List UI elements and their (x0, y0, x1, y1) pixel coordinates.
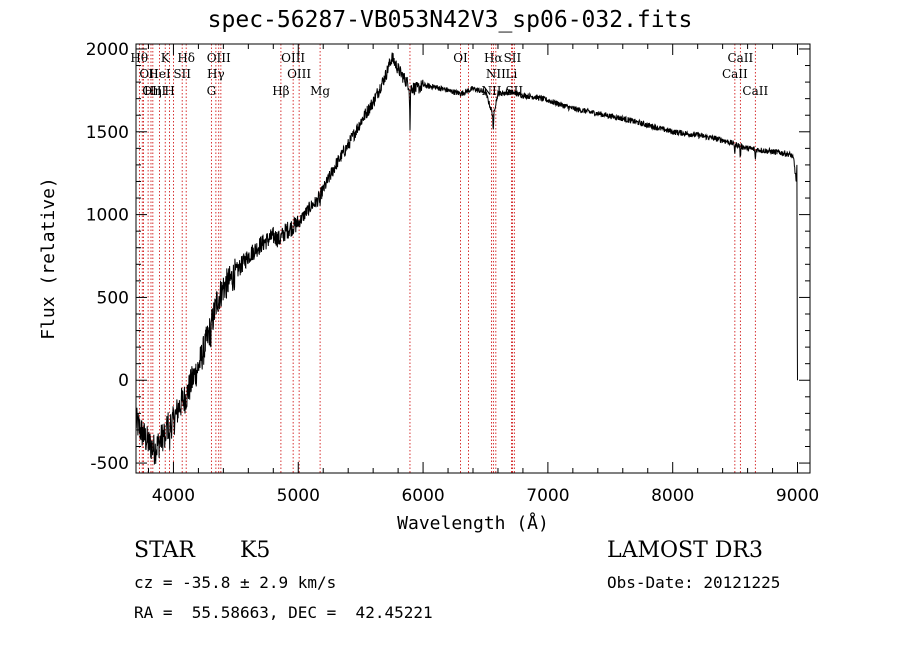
y-tick-label: -500 (90, 454, 129, 474)
line-label: OII (139, 67, 159, 81)
line-label: SII (504, 51, 522, 65)
line-label: Hβ (272, 84, 289, 98)
line-label: Li (506, 67, 518, 81)
x-tick-label: 9000 (776, 486, 819, 506)
line-label: Hδ (177, 51, 195, 65)
line-label: SII (173, 67, 191, 81)
line-markers (138, 44, 756, 473)
line-label: HeI (148, 67, 171, 81)
line-label: OIII (207, 51, 231, 65)
obs-date: Obs-Date: 20121225 (607, 573, 781, 592)
line-label: OIII (281, 51, 305, 65)
x-axis-label: Wavelength (Å) (397, 512, 549, 534)
x-tick-label: 6000 (401, 486, 444, 506)
object-subclass: K5 (240, 538, 271, 563)
redshift-text: cz = -35.8 ± 2.9 km/s (134, 573, 337, 592)
x-tick-label: 4000 (152, 486, 195, 506)
x-tick-label: 7000 (526, 486, 569, 506)
line-label: K (161, 51, 171, 65)
line-label: OIII (142, 84, 166, 98)
flux-series (135, 52, 798, 465)
survey-name: LAMOST DR3 (607, 538, 763, 563)
x-tick-label: 8000 (651, 486, 694, 506)
line-label: Hη (144, 84, 162, 98)
line-label: Hα (484, 51, 503, 65)
y-axis-label: Flux (relative) (38, 177, 59, 340)
line-label: CaII (727, 51, 753, 65)
y-tick-label: 500 (97, 288, 129, 308)
line-label: G (207, 84, 217, 98)
y-tick-label: 1000 (86, 206, 129, 226)
line-label: Hθ (130, 51, 148, 65)
object-type: STAR (134, 538, 195, 563)
line-label: OI (453, 51, 468, 65)
y-tick-label: 0 (118, 371, 129, 391)
line-label: CaII (742, 84, 768, 98)
line-label: Hγ (207, 67, 225, 81)
y-tick-label: 2000 (86, 40, 129, 60)
axes: 4000 5000 6000 7000 8000 9000 -500 0 500 1000 1500… (38, 40, 819, 534)
line-label: NII (486, 67, 506, 81)
coordinates: RA = 55.58663, DEC = 42.45221 (134, 603, 433, 622)
x-tick-label: 5000 (277, 486, 320, 506)
line-label: H (164, 84, 174, 98)
line-label: OIII (287, 67, 311, 81)
plot-title: spec-56287-VB053N42V3_sp06-032.fits (207, 7, 693, 33)
y-tick-label: 1500 (86, 123, 129, 143)
line-label: Mg (310, 84, 330, 98)
flux-line (135, 52, 798, 465)
plot-frame (135, 43, 811, 474)
line-label: CaII (722, 67, 748, 81)
